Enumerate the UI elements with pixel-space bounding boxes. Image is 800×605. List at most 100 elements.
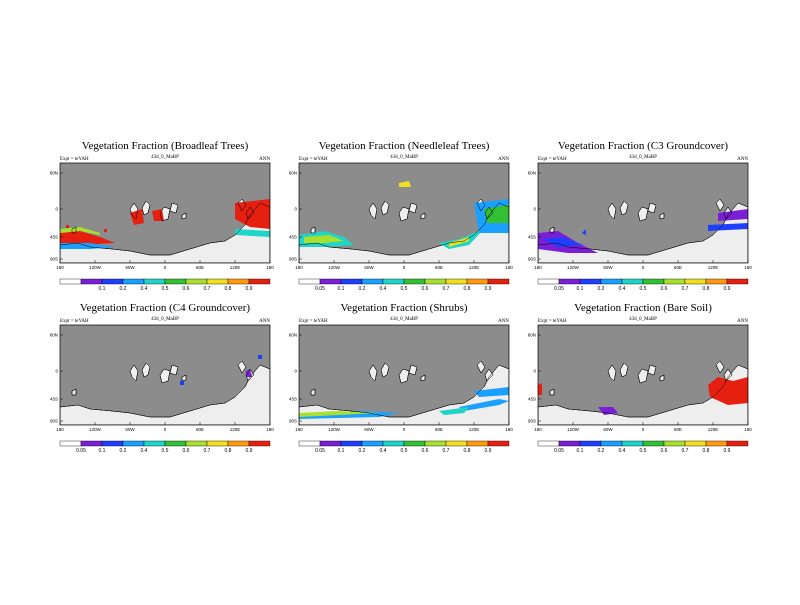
panel-title: Vegetation Fraction (Shrubs) <box>340 302 467 314</box>
expt-label: Expt = teYAH <box>299 319 328 324</box>
map-area <box>538 163 748 263</box>
x-tick-label: 180 <box>266 265 274 270</box>
x-tick-label: 0 <box>642 265 645 270</box>
colorbar-segment-4 <box>122 278 145 285</box>
coastline-6 <box>659 212 665 220</box>
colorbar-segment-3 <box>579 440 602 447</box>
y-tick-label: 60N <box>528 333 536 338</box>
colorbar-segment-5 <box>143 440 166 447</box>
colorbar-label: 0.8 <box>703 448 710 454</box>
x-tick-label: 180 <box>744 427 752 432</box>
coastline-1 <box>299 364 509 425</box>
y-tick-label: 60N <box>50 171 58 176</box>
colorbar-label: 0.9 <box>485 448 492 454</box>
coastline-5 <box>408 202 418 214</box>
coastline-5 <box>408 364 418 376</box>
y-tick-label: 45S <box>50 235 58 240</box>
colorbar-label: 0.5 <box>162 286 169 292</box>
x-tick-label: 60W <box>364 427 374 432</box>
colorbar-label: 0.6 <box>661 448 668 454</box>
colorbar-segment-7 <box>663 440 686 447</box>
colorbar-label: 0.7 <box>443 286 450 292</box>
x-tick-label: 120E <box>230 427 241 432</box>
colorbar-segment-3 <box>101 440 124 447</box>
veg-region-2 <box>60 227 100 235</box>
colorbar-segment-5 <box>143 278 166 285</box>
colorbar-label: 0.7 <box>682 286 689 292</box>
coastline-7 <box>476 198 486 212</box>
colorbar-segment-9 <box>227 278 250 285</box>
colorbar-segment-5 <box>621 278 644 285</box>
colorbar-label: 0.6 <box>661 286 668 292</box>
veg-region-3 <box>538 383 542 395</box>
colorbar-segment-2 <box>558 440 581 447</box>
veg-region-8 <box>66 225 69 228</box>
coastline-8 <box>484 368 494 382</box>
colorbar-label: 0.05 <box>76 448 86 454</box>
coastline-4 <box>159 206 171 222</box>
x-tick-label: 60E <box>435 265 443 270</box>
colorbar-segment-1 <box>298 278 321 285</box>
coastline-4 <box>159 368 171 384</box>
veg-region-2 <box>598 407 618 415</box>
x-tick-label: 120E <box>708 265 719 270</box>
colorbar-label: 0.9 <box>724 286 731 292</box>
colorbar-segment-1 <box>59 278 82 285</box>
y-tick-label: 0 <box>294 207 297 212</box>
coastline-6 <box>659 374 665 382</box>
colorbar-label: 0.8 <box>464 448 471 454</box>
colorbar-segment-8 <box>684 440 707 447</box>
panel-title: Vegetation Fraction (Needleleaf Trees) <box>319 140 490 152</box>
coastline-6 <box>181 374 187 382</box>
colorbar-segment-6 <box>403 278 426 285</box>
coastline-6 <box>420 374 426 382</box>
coastline-1 <box>538 364 748 425</box>
coastline-4 <box>637 206 649 222</box>
veg-region-5 <box>152 209 164 221</box>
colorbar-label: 0.2 <box>598 286 605 292</box>
colorbar-segment-5 <box>382 440 405 447</box>
veg-region-9 <box>104 229 107 232</box>
y-tick-label: 45S <box>528 235 536 240</box>
colorbar-label: 0.2 <box>120 286 127 292</box>
colorbar-label: 0.7 <box>443 448 450 454</box>
x-tick-label: 0 <box>164 427 167 432</box>
x-tick-label: 180 <box>534 427 542 432</box>
period-label: ANN <box>259 157 270 162</box>
colorbar-segment-7 <box>424 440 447 447</box>
panel-title: Vegetation Fraction (C4 Groundcover) <box>80 302 250 314</box>
colorbar-label: 0.4 <box>141 448 148 454</box>
colorbar-label: 0.5 <box>162 448 169 454</box>
y-tick-label: 90S <box>50 257 58 262</box>
colorbar-segment-7 <box>185 278 208 285</box>
colorbar-segment-10 <box>726 440 749 447</box>
panel-subtitle: 43d_0_MaBP <box>629 155 657 160</box>
veg-region-4 <box>449 237 469 247</box>
veg-region-4 <box>439 407 469 415</box>
coastline-9 <box>549 388 555 396</box>
map-area <box>60 325 270 425</box>
colorbar-segment-7 <box>185 440 208 447</box>
coastline-8 <box>245 368 255 382</box>
x-tick-label: 60W <box>125 265 135 270</box>
y-tick-label: 90S <box>289 419 297 424</box>
colorbar-label: 0.1 <box>577 286 584 292</box>
map-area <box>299 163 509 263</box>
coastline-5 <box>169 202 179 214</box>
colorbar-segment-9 <box>705 440 728 447</box>
x-tick-label: 60W <box>125 427 135 432</box>
colorbar-label: 0.9 <box>246 448 253 454</box>
colorbar-label: 0.7 <box>682 448 689 454</box>
y-tick-label: 0 <box>55 369 58 374</box>
veg-region-1 <box>246 369 252 377</box>
colorbar-segment-6 <box>164 278 187 285</box>
coastline-1 <box>60 364 270 425</box>
y-tick-label: 0 <box>55 207 58 212</box>
colorbar-segment-4 <box>361 440 384 447</box>
coastline-3 <box>380 362 390 378</box>
map-area <box>60 163 270 263</box>
colorbar-segment-7 <box>424 278 447 285</box>
coastline-9 <box>549 226 555 234</box>
